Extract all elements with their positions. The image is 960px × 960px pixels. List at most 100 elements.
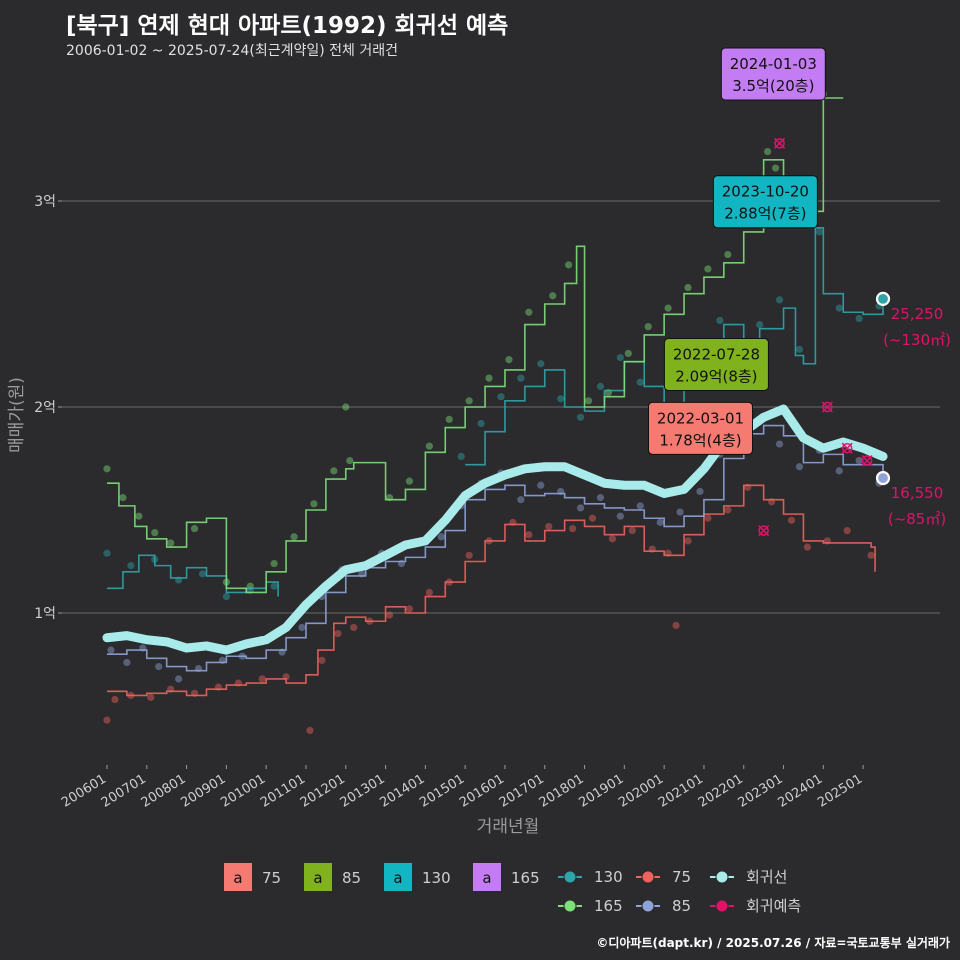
scatter-point-75 bbox=[843, 527, 851, 535]
y-tick-label: 2억 bbox=[34, 400, 56, 416]
prediction-circle bbox=[822, 401, 833, 413]
scatter-point-75 bbox=[628, 527, 636, 535]
prediction-markers bbox=[758, 137, 873, 537]
prediction-marker bbox=[841, 442, 853, 454]
annotation-value: 2.09억(8층) bbox=[675, 367, 757, 385]
prediction-marker bbox=[861, 455, 873, 467]
scatter-point-85 bbox=[795, 463, 804, 471]
scatter-point-75 bbox=[704, 514, 712, 522]
annotation-date: 2023-10-20 bbox=[722, 183, 809, 201]
scatter-point-165 bbox=[724, 250, 732, 259]
scatter-point-75 bbox=[545, 522, 553, 531]
x-tick-label: 200701 bbox=[99, 772, 149, 811]
annotation-box bbox=[648, 401, 753, 455]
legend-swatch bbox=[304, 863, 332, 891]
end-value-label: 16,550 bbox=[891, 484, 944, 502]
legend-swatch-glyph: a bbox=[313, 869, 322, 887]
scatter-point-130 bbox=[616, 353, 624, 362]
scatter-point-75 bbox=[588, 514, 597, 522]
x-tick-label: 202201 bbox=[696, 772, 746, 811]
scatter-point-165 bbox=[624, 349, 632, 358]
scatter-point-85 bbox=[775, 440, 784, 448]
scatter-point-165 bbox=[505, 356, 513, 364]
legend-label: 회귀선 bbox=[746, 868, 787, 886]
scatter-point-165 bbox=[270, 559, 278, 568]
scatter-point-75 bbox=[803, 543, 812, 551]
scatter-point-130 bbox=[127, 562, 135, 570]
legend-item-size-130: a 130 bbox=[384, 863, 451, 891]
scatter-point-130 bbox=[756, 321, 764, 329]
scatter-point-130 bbox=[557, 395, 565, 403]
prediction-circle bbox=[774, 138, 785, 149]
scatter-point-75 bbox=[405, 605, 414, 613]
legend-dot bbox=[715, 899, 729, 913]
end-marker-130 bbox=[875, 291, 891, 306]
end-markers: 25,250 (~130㎡) 16,550 (~85㎡) bbox=[875, 291, 951, 528]
scatter-point-130 bbox=[103, 549, 111, 557]
scatter-point-75 bbox=[465, 551, 473, 559]
x-tick-label: 200901 bbox=[178, 772, 228, 811]
x-tick-label: 201901 bbox=[576, 772, 626, 811]
prediction-cross bbox=[841, 442, 853, 454]
scatter-point-130 bbox=[636, 378, 644, 386]
scatter-point-165 bbox=[771, 164, 780, 172]
annotation-callout: 2024-01-03 3.5억(20층) bbox=[720, 47, 826, 101]
scatter-point-165 bbox=[167, 539, 175, 547]
x-tick-label: 201601 bbox=[457, 772, 507, 811]
scatter-point-165 bbox=[664, 304, 672, 312]
prediction-circle bbox=[758, 525, 769, 536]
annotation-value: 3.5억(20층) bbox=[732, 77, 814, 95]
legend-label: 85 bbox=[672, 897, 691, 915]
chart-subtitle: 2006-01-02 ~ 2025-07-24(최근계약일) 전체 거래건 bbox=[66, 43, 398, 59]
x-tick-label: 202501 bbox=[815, 772, 865, 811]
prediction-marker bbox=[758, 525, 770, 537]
scatter-point-165 bbox=[684, 283, 692, 292]
legend-dot bbox=[641, 899, 655, 913]
scatter-point-165 bbox=[549, 292, 557, 300]
scatter-point-75 bbox=[334, 630, 342, 638]
scatter-point-130 bbox=[855, 314, 863, 323]
x-tick-label: 201801 bbox=[537, 772, 587, 811]
series-line-75 bbox=[107, 484, 876, 697]
scatter-point-75 bbox=[306, 726, 314, 735]
x-tick-label: 201301 bbox=[338, 772, 388, 811]
annotation-box bbox=[720, 47, 826, 101]
scatter-point-75 bbox=[147, 693, 155, 702]
y-tick-label: 1억 bbox=[34, 606, 56, 622]
scatter-point-165 bbox=[119, 494, 127, 502]
scatter-point-165 bbox=[290, 533, 298, 541]
scatter-point-85 bbox=[123, 658, 131, 667]
legend-label: 130 bbox=[594, 868, 623, 886]
scatter-point-130 bbox=[457, 452, 465, 461]
end-value-label: 25,250 bbox=[891, 305, 944, 323]
scatter-point-75 bbox=[787, 516, 796, 524]
scatter-point-130 bbox=[775, 296, 784, 304]
scatter-point-130 bbox=[497, 393, 505, 401]
scatter-point-85 bbox=[596, 494, 605, 502]
scatter-point-85 bbox=[298, 623, 306, 632]
scatter-point-75 bbox=[525, 531, 533, 539]
scatter-point-165 bbox=[103, 465, 111, 473]
scatter-point-130 bbox=[270, 582, 278, 590]
legend-item-line-회귀예측: 회귀예측 bbox=[710, 897, 801, 915]
prediction-circle bbox=[861, 455, 873, 466]
scatter-point-130 bbox=[815, 228, 823, 236]
prediction-cross bbox=[774, 137, 786, 149]
legend-label: 130 bbox=[422, 869, 451, 887]
scatter-point-85 bbox=[537, 481, 545, 489]
scatter-point-85 bbox=[696, 487, 704, 496]
annotation-value: 2.88억(7층) bbox=[724, 205, 806, 223]
annotations: 2024-01-033.5억(20층) 2023-10-20 2.88억(7층) 20… bbox=[648, 47, 826, 455]
scatter-point-75 bbox=[103, 716, 111, 724]
scatter-point-85 bbox=[517, 496, 525, 504]
legend-swatch bbox=[473, 863, 501, 891]
annotation-callout: 2022-03-01 1.78억(4층) bbox=[648, 401, 753, 455]
annotation-box bbox=[712, 175, 818, 229]
x-tick-label: 201501 bbox=[417, 772, 467, 811]
scatter-point-165 bbox=[584, 397, 593, 405]
x-tick-label: 201201 bbox=[298, 772, 348, 811]
scatter-point-130 bbox=[198, 570, 207, 578]
scatter-point-130 bbox=[835, 304, 843, 312]
scatter-point-165 bbox=[135, 512, 143, 520]
scatter-point-85 bbox=[175, 675, 183, 683]
